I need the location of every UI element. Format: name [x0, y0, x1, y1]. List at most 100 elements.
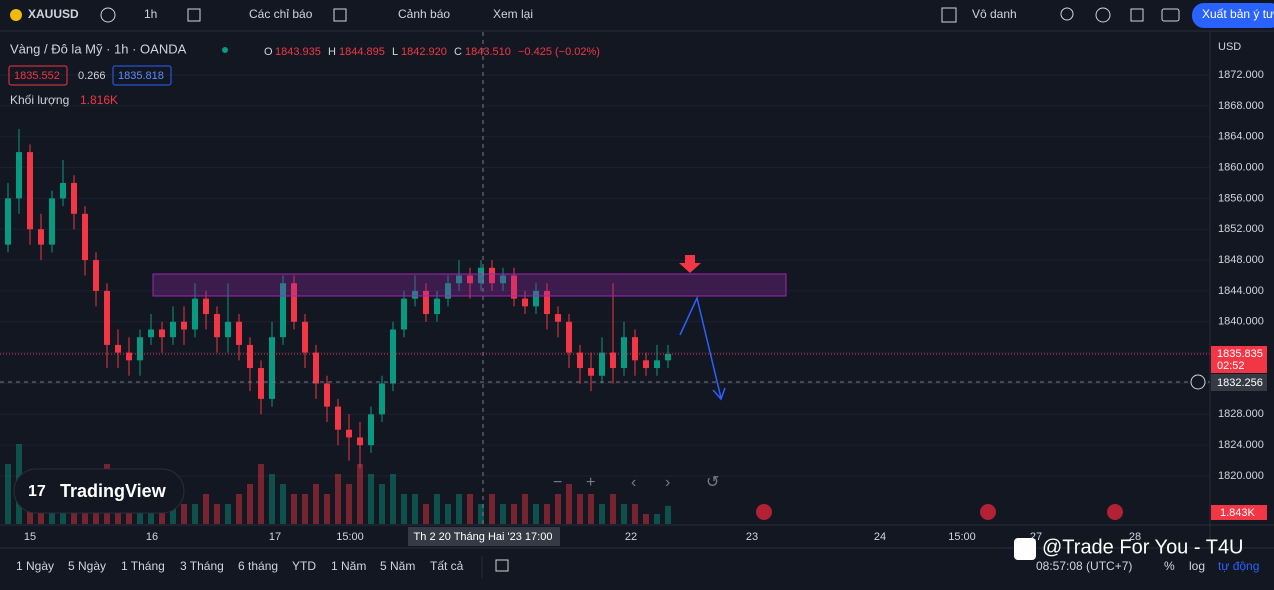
candle-body	[643, 360, 649, 369]
l-label: L	[392, 46, 398, 58]
candle-body	[60, 182, 66, 199]
volume-bar	[390, 474, 396, 524]
change: −0.425 (−0.02%)	[518, 46, 600, 58]
logo-box[interactable]	[13, 468, 185, 514]
zoom-in[interactable]: +	[586, 474, 595, 491]
event-flag[interactable]	[1107, 504, 1123, 520]
range-button[interactable]: 6 tháng	[238, 559, 278, 573]
time-label: 15:00	[336, 531, 364, 543]
volume-bar	[357, 464, 363, 524]
candle-body	[16, 152, 22, 199]
publish[interactable]: Xuất bản ý tư	[1202, 7, 1274, 21]
brand[interactable]: TradingView	[60, 481, 167, 501]
event-flag[interactable]	[756, 504, 772, 520]
candle-body	[566, 321, 572, 353]
volume-bar	[434, 494, 440, 524]
symbol-icon	[10, 9, 22, 21]
volume-bar	[412, 494, 418, 524]
chart-type[interactable]	[187, 8, 201, 22]
range-button[interactable]: Tất cả	[430, 559, 464, 573]
candle-body	[5, 198, 11, 245]
snapshot[interactable]	[1161, 8, 1180, 22]
chart-area: 1872.000 1868.000 1864.000 1860.000 1856.000…	[0, 69, 1264, 524]
volume-bar	[203, 494, 209, 524]
candle-body	[82, 213, 88, 261]
volume-bar	[225, 504, 231, 524]
fullscreen[interactable]	[1130, 8, 1144, 22]
volume-bar	[533, 504, 539, 524]
percent[interactable]: %	[1164, 559, 1175, 573]
symbol[interactable]: XAUUSD	[28, 7, 79, 21]
volume-bar	[511, 504, 517, 524]
candle-body	[654, 360, 660, 369]
toolbar	[0, 0, 1274, 31]
volume-bar	[621, 504, 627, 524]
candle-body	[126, 352, 132, 361]
ask[interactable]: 1835.818	[118, 70, 164, 82]
range-button[interactable]: 1 Năm	[331, 559, 366, 573]
h-label: H	[328, 46, 336, 58]
layout-icon[interactable]	[941, 7, 957, 23]
settings[interactable]	[1095, 7, 1111, 23]
reset[interactable]: ↺	[706, 474, 719, 491]
candle-body	[335, 406, 341, 430]
volume-bar	[423, 504, 429, 524]
candle-body	[423, 290, 429, 315]
interval[interactable]: 1h	[144, 7, 157, 21]
volume-bar	[522, 494, 528, 524]
time-axis: 15 16 17 15:00 Th 2 20 Tháng Hai '23 17:00 22…	[24, 527, 1141, 546]
logo-mark[interactable]: 17	[28, 483, 46, 500]
projection-line[interactable]	[679, 295, 726, 401]
candle-body	[610, 352, 616, 369]
down-arrow[interactable]	[679, 255, 701, 273]
candle-body	[115, 344, 121, 353]
templates[interactable]	[333, 8, 347, 22]
search[interactable]	[1060, 7, 1074, 21]
add-symbol[interactable]	[100, 7, 116, 23]
candle-body	[357, 437, 363, 446]
candle-body	[170, 321, 176, 338]
alerts[interactable]: Cảnh báo	[398, 7, 450, 21]
volume-bar	[456, 494, 462, 524]
candle-body	[159, 329, 165, 338]
scroll-left[interactable]: ‹	[631, 474, 636, 491]
log[interactable]: log	[1189, 559, 1205, 573]
candle-body	[489, 267, 495, 284]
time-label: 17	[269, 531, 281, 543]
ask-box[interactable]	[112, 65, 172, 86]
volume-bar	[181, 504, 187, 524]
range-button[interactable]: 3 Tháng	[180, 559, 224, 573]
scroll-right[interactable]: ›	[665, 474, 670, 491]
range-button[interactable]: 5 Năm	[380, 559, 415, 573]
candle-body	[621, 337, 627, 369]
layout[interactable]: Vô danh	[972, 7, 1017, 21]
publish-button[interactable]	[1192, 3, 1274, 28]
date-range-icon[interactable]	[495, 559, 509, 572]
range-button[interactable]: YTD	[292, 559, 316, 573]
candle-body	[137, 337, 143, 361]
range-button[interactable]: 1 Tháng	[121, 559, 165, 573]
indicators[interactable]: Các chỉ báo	[249, 7, 313, 21]
time-label: 24	[874, 531, 886, 543]
candle-body	[555, 314, 561, 322]
resistance-zone[interactable]	[152, 273, 787, 297]
currency[interactable]: USD	[1218, 41, 1241, 53]
bid-box[interactable]	[8, 65, 68, 86]
auto[interactable]: tự động	[1218, 559, 1259, 573]
bid[interactable]: 1835.552	[14, 70, 60, 82]
clock[interactable]: 08:57:08 (UTC+7)	[1036, 559, 1132, 573]
event-flag[interactable]	[980, 504, 996, 520]
volume-label: Khối lượng	[10, 93, 69, 107]
range-buttons: 1 Ngày 5 Ngày 1 Tháng 3 Tháng 6 tháng YTD 1 Nă…	[16, 559, 464, 573]
range-button[interactable]: 1 Ngày	[16, 559, 54, 573]
volume-bar	[555, 494, 561, 524]
range-button[interactable]: 5 Ngày	[68, 559, 106, 573]
zoom-out[interactable]: −	[553, 474, 562, 491]
volume-bar	[291, 494, 297, 524]
candle-body	[401, 298, 407, 330]
replay[interactable]: Xem lại	[493, 7, 533, 21]
candle-body	[500, 275, 506, 284]
last-volume: 1.843K	[1220, 507, 1256, 519]
crosshair-plus[interactable]	[1190, 374, 1206, 390]
